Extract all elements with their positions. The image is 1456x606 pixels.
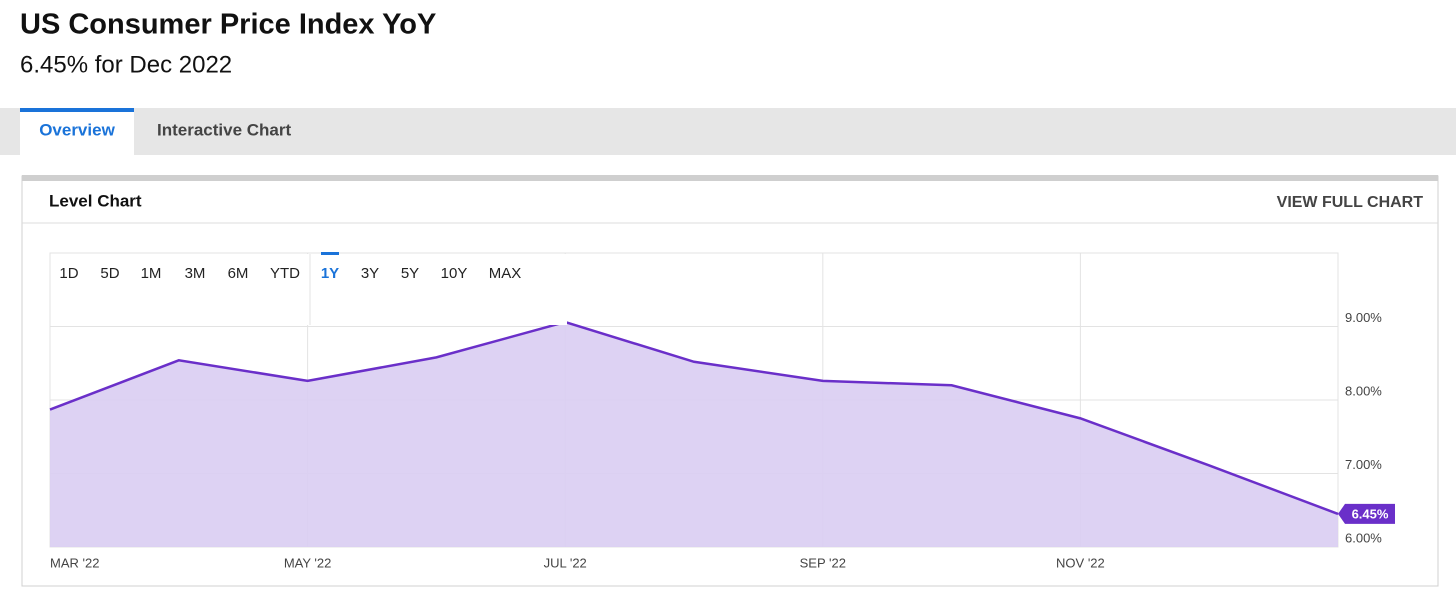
range-button[interactable]: 10Y [441, 265, 468, 282]
view-full-chart[interactable]: VIEW FULL CHART [1277, 194, 1424, 211]
range-button[interactable]: YTD [270, 265, 300, 282]
panel-title: Level Chart [49, 191, 142, 210]
panel-top-bar [22, 175, 1438, 181]
range-button[interactable]: 5D [100, 265, 119, 282]
x-tick-label: MAY '22 [284, 555, 332, 570]
y-tick-label: 6.00% [1345, 530, 1382, 545]
range-active-indicator [321, 252, 339, 255]
y-tick-label: 9.00% [1345, 310, 1382, 325]
tab-active-indicator [20, 108, 134, 112]
tab-active-bg [20, 108, 134, 155]
tab[interactable]: Interactive Chart [157, 120, 291, 139]
page-title: US Consumer Price Index YoY [20, 9, 436, 41]
area [50, 322, 1338, 547]
x-tick-label: SEP '22 [800, 555, 846, 570]
y-tick-label: 8.00% [1345, 383, 1382, 398]
range-button[interactable]: 1D [59, 265, 78, 282]
page-subtitle: 6.45% for Dec 2022 [20, 51, 232, 78]
range-button[interactable]: 3M [185, 265, 206, 282]
tab[interactable]: Overview [39, 120, 115, 139]
range-button[interactable]: 6M [228, 265, 249, 282]
x-tick-label: JUL '22 [544, 555, 587, 570]
y-tick-label: 7.00% [1345, 457, 1382, 472]
value-tag [1338, 503, 1395, 524]
range-button[interactable]: 1M [141, 265, 162, 282]
x-tick-label: NOV '22 [1056, 555, 1105, 570]
range-button[interactable]: MAX [489, 265, 522, 282]
x-tick-label: MAR '22 [50, 555, 99, 570]
range-button[interactable]: 1Y [321, 265, 339, 282]
line [49, 320, 1339, 516]
tab-bar [0, 108, 1456, 155]
range-button[interactable]: 5Y [401, 265, 419, 282]
range-button[interactable]: 3Y [361, 265, 379, 282]
value-label: 6.45% [1352, 506, 1389, 521]
